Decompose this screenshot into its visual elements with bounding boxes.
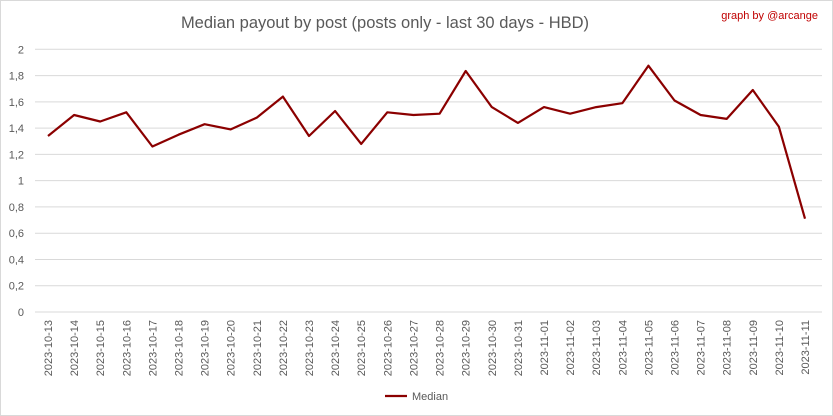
x-tick-label: 2023-11-02 [565,320,577,375]
y-tick-label: 0,8 [9,202,24,214]
y-tick-label: 0,2 [9,281,24,293]
x-tick-label: 2023-10-19 [200,320,212,376]
y-tick-label: 0 [18,307,24,319]
x-tick-label: 2023-11-01 [539,320,551,375]
x-tick-label: 2023-10-20 [226,320,238,376]
y-tick-label: 0,4 [9,254,24,266]
x-tick-label: 2023-10-15 [95,320,107,376]
x-tick-label: 2023-11-10 [774,320,786,375]
x-tick-label: 2023-10-31 [513,320,525,376]
x-tick-label: 2023-10-16 [121,320,133,376]
legend-label: Median [412,391,448,403]
x-tick-label: 2023-10-18 [174,320,186,376]
x-tick-label: 2023-10-13 [43,320,55,376]
x-tick-label: 2023-10-29 [461,320,473,376]
x-tick-label: 2023-11-05 [643,320,655,375]
x-tick-label: 2023-10-14 [69,320,81,376]
x-tick-label: 2023-11-03 [591,320,603,375]
y-tick-label: 2 [18,44,24,56]
x-tick-label: 2023-11-09 [748,320,760,375]
x-tick-label: 2023-10-26 [382,320,394,376]
y-tick-label: 1,8 [9,71,24,83]
x-tick-label: 2023-10-28 [435,320,447,376]
x-tick-label: 2023-10-23 [304,320,316,376]
x-tick-label: 2023-10-21 [252,320,264,376]
x-tick-label: 2023-10-27 [408,320,420,376]
y-tick-label: 1,6 [9,97,24,109]
chart-title: Median payout by post (posts only - last… [181,14,589,32]
x-tick-label: 2023-10-25 [356,320,368,376]
x-tick-label: 2023-11-04 [617,320,629,375]
x-tick-label: 2023-11-07 [696,320,708,375]
x-tick-label: 2023-10-30 [487,320,499,376]
x-tick-label: 2023-10-22 [278,320,290,376]
x-tick-label: 2023-10-24 [330,320,342,376]
y-tick-label: 1 [18,176,24,188]
x-tick-label: 2023-11-08 [722,320,734,375]
x-tick-label: 2023-10-17 [147,320,159,376]
chart-credit: graph by @arcange [721,10,818,22]
y-tick-label: 1,4 [9,123,24,135]
x-tick-label: 2023-11-11 [800,320,812,375]
y-tick-label: 1,2 [9,149,24,161]
y-tick-label: 0,6 [9,228,24,240]
series-line-median [47,64,807,220]
legend: Median [385,391,448,403]
x-tick-label: 2023-11-06 [669,320,681,375]
